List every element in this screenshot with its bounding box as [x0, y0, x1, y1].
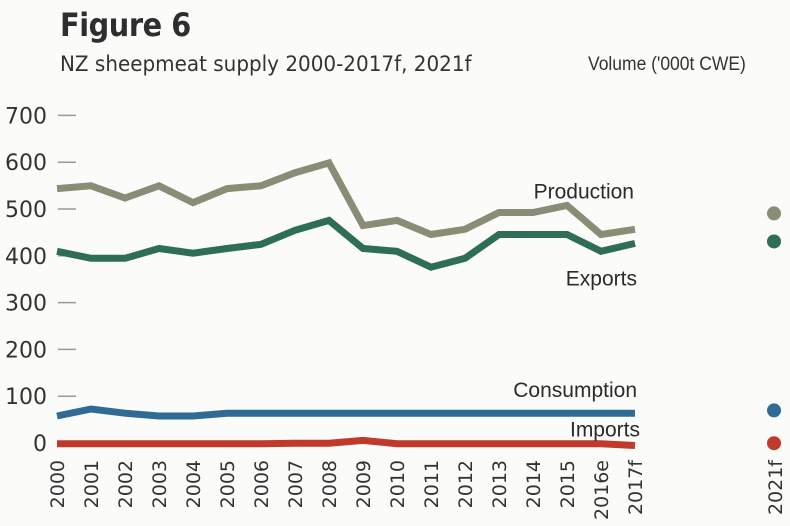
x-tick-label: 2014: [523, 460, 545, 508]
x-tick-label: 2013: [489, 460, 511, 508]
x-tick-label: 2005: [217, 460, 239, 508]
series-line-imports: [57, 436, 636, 449]
series-labels: Production Exports Consumption Imports: [513, 180, 640, 441]
series-line-exports: [56, 216, 636, 271]
x-tick-label: 2006: [251, 460, 273, 508]
x-tick-label: 2009: [353, 460, 375, 508]
series-label-consumption: Consumption: [513, 379, 637, 402]
y-tick-label: 200: [5, 338, 47, 363]
y-tick-label: 300: [5, 292, 47, 317]
x-axis: 2000 2001 2002 2003 2004 2005 2006 2007 2008 2009…: [47, 459, 647, 520]
y-tick-label: 500: [5, 198, 47, 223]
series-label-exports: Exports: [566, 267, 637, 290]
x-tick-label: 2003: [149, 460, 171, 508]
y-tick-label: 0: [33, 432, 47, 457]
y-tick-label: 400: [5, 245, 47, 270]
x-tick-label: 2015: [557, 460, 579, 508]
figure-subtitle: NZ sheepmeat supply 2000-2017f, 2021f: [60, 52, 472, 76]
x-tick-label: 2011: [421, 460, 443, 508]
series-label-production: Production: [534, 180, 634, 203]
x-tick-label: 2010: [387, 460, 409, 508]
y-tick-label: 700: [5, 104, 47, 129]
forecast-2021f: 2021f: [765, 206, 787, 515]
x-tick-label: 2012: [455, 460, 477, 508]
forecast-dot-production: [767, 206, 781, 221]
y-axis-unit-label: Volume ('000t CWE): [588, 54, 746, 75]
x-tick-label: 2008: [319, 460, 341, 508]
x-tick-label: 2017f: [625, 459, 647, 515]
figure-title: Figure 6: [60, 6, 191, 44]
series-lines: [56, 158, 636, 449]
x-tick-label: 2000: [47, 460, 69, 508]
x-tick-label: 2016e: [591, 460, 613, 520]
x-tick-label: 2007: [285, 460, 307, 508]
series-line-production: [56, 158, 636, 239]
forecast-x-label: 2021f: [765, 459, 787, 515]
forecast-dot-imports: [767, 436, 781, 451]
series-label-imports: Imports: [570, 419, 640, 442]
y-tick-label: 600: [5, 151, 47, 176]
x-tick-label: 2001: [81, 460, 103, 508]
y-tick-label: 100: [5, 385, 47, 410]
x-tick-label: 2004: [183, 460, 205, 508]
x-tick-label: 2002: [115, 460, 137, 508]
y-axis: 0 100 200 300 400 500 600 700: [5, 104, 76, 457]
forecast-dot-consumption: [767, 403, 781, 418]
forecast-dot-exports: [767, 234, 781, 249]
series-line-consumption: [56, 405, 635, 420]
